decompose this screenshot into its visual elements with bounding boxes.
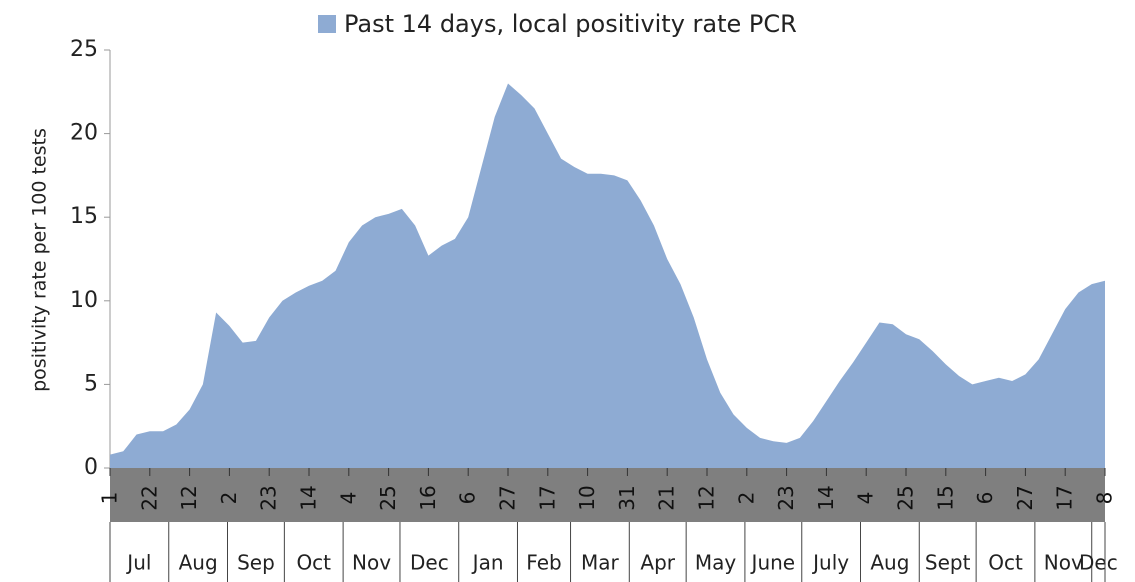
x-tick-label: 23 bbox=[257, 485, 281, 510]
x-tick-label: 22 bbox=[137, 485, 161, 510]
month-label: July bbox=[811, 551, 849, 575]
x-tick-label: 27 bbox=[1013, 485, 1037, 510]
legend-swatch bbox=[318, 15, 336, 33]
month-label: Feb bbox=[526, 551, 561, 575]
month-label: Aug bbox=[179, 551, 218, 575]
x-axis-band bbox=[110, 468, 1105, 522]
y-tick-label: 0 bbox=[84, 455, 98, 480]
x-tick-label: 14 bbox=[814, 485, 838, 510]
month-label: Dec bbox=[410, 551, 449, 575]
x-tick-label: 4 bbox=[854, 492, 878, 505]
y-tick-label: 10 bbox=[70, 288, 98, 313]
x-tick-label: 12 bbox=[177, 485, 201, 510]
x-tick-label: 2 bbox=[734, 492, 758, 505]
x-tick-label: 10 bbox=[575, 485, 599, 510]
x-tick-label: 17 bbox=[535, 485, 559, 510]
month-label: Jan bbox=[471, 551, 504, 575]
x-tick-label: 6 bbox=[973, 492, 997, 505]
month-label: Mar bbox=[581, 551, 620, 575]
x-tick-label: 31 bbox=[615, 485, 639, 510]
month-label: Oct bbox=[988, 551, 1023, 575]
month-label: Nov bbox=[352, 551, 391, 575]
y-tick-label: 20 bbox=[70, 121, 98, 146]
area bbox=[110, 83, 1105, 468]
y-axis-label: positivity rate per 100 tests bbox=[29, 128, 51, 392]
month-label: Apr bbox=[640, 551, 675, 575]
month-label: Oct bbox=[296, 551, 331, 575]
legend-label: Past 14 days, local positivity rate PCR bbox=[344, 10, 797, 38]
x-tick-label: 1 bbox=[98, 492, 122, 505]
x-tick-label: 8 bbox=[1093, 492, 1117, 505]
x-tick-label: 12 bbox=[695, 485, 719, 510]
y-tick-label: 25 bbox=[70, 37, 98, 62]
month-label: June bbox=[750, 551, 796, 575]
y-tick-label: 5 bbox=[84, 371, 98, 396]
x-tick-label: 14 bbox=[297, 485, 321, 510]
x-tick-label: 6 bbox=[456, 492, 480, 505]
month-label: Sept bbox=[925, 551, 971, 575]
y-tick-label: 15 bbox=[70, 204, 98, 229]
x-tick-label: 17 bbox=[1053, 485, 1077, 510]
x-tick-label: 23 bbox=[774, 485, 798, 510]
x-tick-label: 16 bbox=[416, 485, 440, 510]
x-tick-label: 25 bbox=[894, 485, 918, 510]
x-tick-label: 27 bbox=[496, 485, 520, 510]
x-tick-label: 4 bbox=[336, 492, 360, 505]
month-label: Aug bbox=[870, 551, 909, 575]
x-tick-label: 21 bbox=[655, 485, 679, 510]
month-label: May bbox=[695, 551, 737, 575]
month-label: Dec bbox=[1079, 551, 1118, 575]
x-tick-label: 2 bbox=[217, 492, 241, 505]
month-label: Sep bbox=[237, 551, 275, 575]
x-tick-label: 15 bbox=[933, 485, 957, 510]
month-label: Nov bbox=[1044, 551, 1083, 575]
x-tick-label: 25 bbox=[376, 485, 400, 510]
month-label: Jul bbox=[125, 551, 151, 575]
